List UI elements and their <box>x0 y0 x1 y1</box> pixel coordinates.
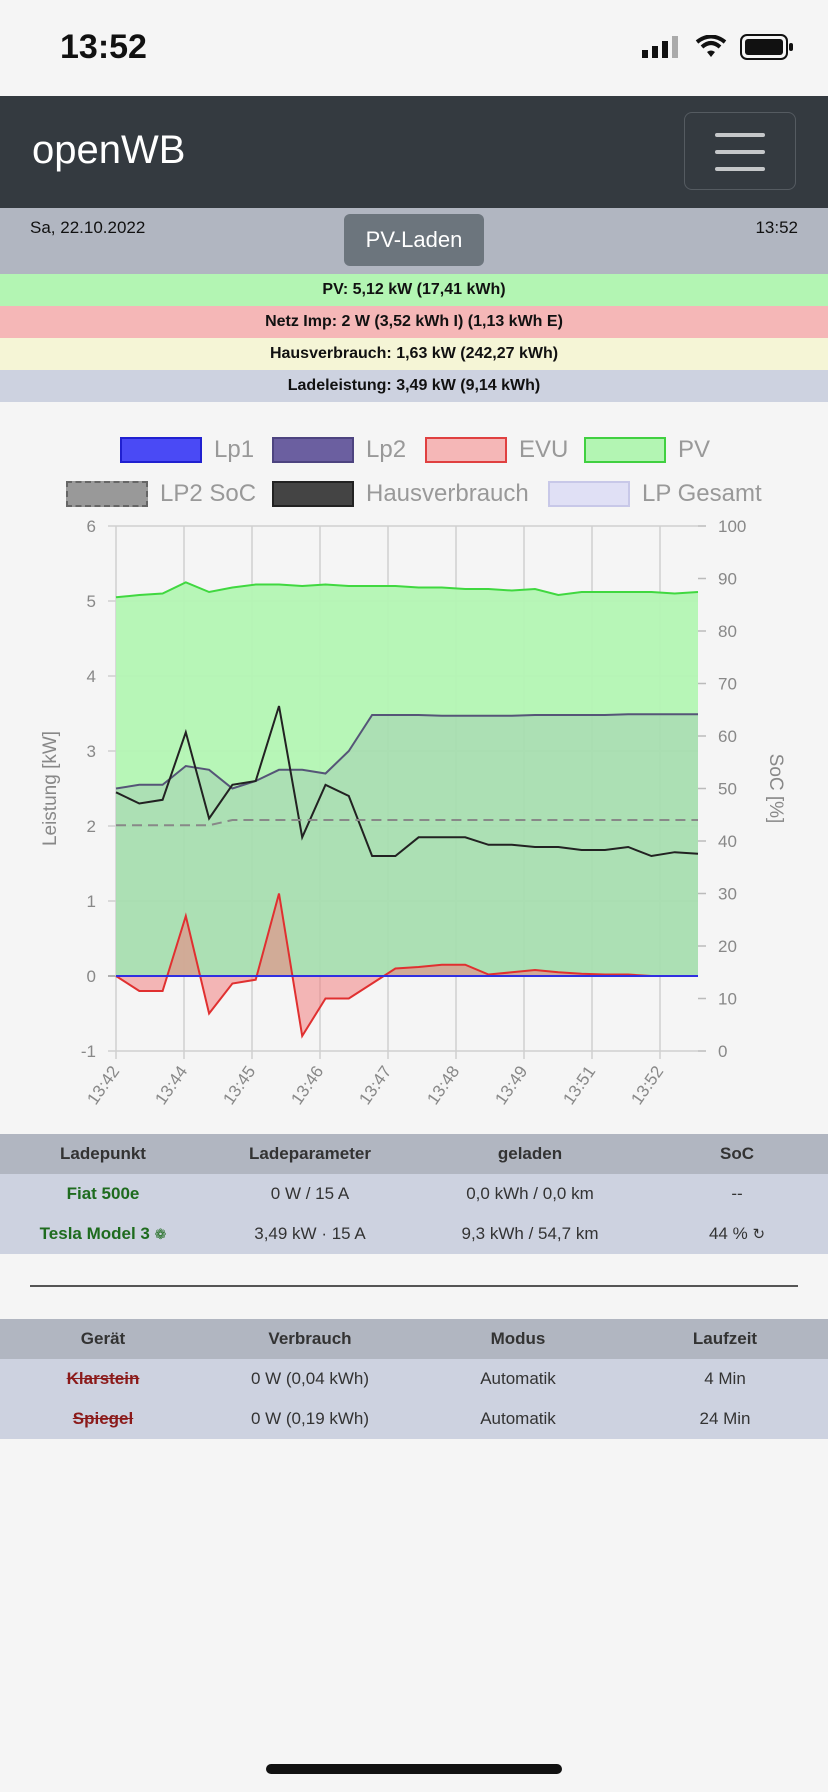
device-name[interactable]: Spiegel <box>0 1399 206 1439</box>
chart-legend: Lp1 Lp2 EVU PV LP2 SoC Hausverbrauch LP … <box>0 430 828 520</box>
signal-icon <box>642 36 678 58</box>
legend-hausverbrauch[interactable]: Hausverbrauch <box>272 480 529 508</box>
y-tick-label: 4 <box>87 667 96 686</box>
series-pv-line <box>115 581 699 599</box>
soc-value: -- <box>646 1174 828 1214</box>
device-mode[interactable]: Automatik <box>414 1399 622 1439</box>
grid-summary: Netz Imp: 2 W (3,52 kWh I) (1,13 kWh E) <box>0 306 828 338</box>
x-tick-label: 13:46 <box>287 1062 327 1108</box>
legend-lp-gesamt[interactable]: LP Gesamt <box>548 480 762 508</box>
brand-logo[interactable]: openWB <box>32 128 186 172</box>
y2-tick-label: 60 <box>718 727 737 746</box>
hamburger-icon <box>715 133 765 137</box>
y2-tick-label: 20 <box>718 937 737 956</box>
info-bar: Sa, 22.10.2022 PV-Laden 13:52 <box>0 208 828 274</box>
y2-tick-label: 10 <box>718 990 737 1009</box>
col-ladeparameter: Ladeparameter <box>206 1134 414 1174</box>
home-indicator <box>266 1764 562 1774</box>
x-tick-label: 13:47 <box>355 1062 395 1108</box>
y-tick-label: 6 <box>87 517 96 536</box>
col-soc: SoC <box>646 1134 828 1174</box>
device-runtime: 24 Min <box>622 1399 828 1439</box>
device-runtime: 4 Min <box>622 1359 828 1399</box>
device-consumption: 0 W (0,04 kWh) <box>206 1359 414 1399</box>
y-tick-label: 3 <box>87 742 96 761</box>
y2-tick-label: 80 <box>718 622 737 641</box>
clock-label: 13:52 <box>755 218 798 237</box>
chargepoint-table: Ladepunkt Ladeparameter geladen SoC Fiat… <box>0 1134 828 1254</box>
y2-tick-label: 70 <box>718 675 737 694</box>
x-tick-label: 13:45 <box>219 1062 259 1108</box>
y2-tick-label: 90 <box>718 570 737 589</box>
divider <box>30 1285 798 1287</box>
y2-tick-label: 30 <box>718 885 737 904</box>
y-tick-label: -1 <box>81 1042 96 1061</box>
x-tick-label: 13:42 <box>83 1062 123 1108</box>
x-tick-label: 13:52 <box>627 1062 667 1108</box>
chargepoint-name[interactable]: Fiat 500e <box>0 1174 206 1214</box>
refresh-icon[interactable]: ↻ <box>752 1226 766 1243</box>
y-tick-label: 5 <box>87 592 96 611</box>
menu-toggle-button[interactable] <box>684 112 796 190</box>
col-ladepunkt: Ladepunkt <box>0 1134 206 1174</box>
table-row: Klarstein 0 W (0,04 kWh) Automatik 4 Min <box>0 1359 828 1399</box>
charged-amount: 0,0 kWh / 0,0 km <box>414 1174 646 1214</box>
status-time: 13:52 <box>60 28 147 66</box>
col-modus: Modus <box>414 1319 622 1359</box>
plug-icon: ❁ <box>154 1226 167 1242</box>
y2-axis-title: SoC [%] <box>765 754 786 824</box>
wifi-icon <box>695 35 727 57</box>
table-row: Tesla Model 3 ❁ 3,49 kW · 15 A 9,3 kWh /… <box>0 1214 828 1254</box>
table-row: Spiegel 0 W (0,19 kWh) Automatik 24 Min <box>0 1399 828 1439</box>
y-tick-label: 1 <box>87 892 96 911</box>
table-row: Fiat 500e 0 W / 15 A 0,0 kWh / 0,0 km -- <box>0 1174 828 1214</box>
charge-params: 3,49 kW · 15 A <box>206 1214 414 1254</box>
series-lp2-area <box>116 714 698 976</box>
y-tick-label: 2 <box>87 817 96 836</box>
y2-tick-label: 40 <box>718 832 737 851</box>
status-icons <box>642 34 794 60</box>
device-table: Gerät Verbrauch Modus Laufzeit Klarstein… <box>0 1319 828 1439</box>
col-geladen: geladen <box>414 1134 646 1174</box>
y2-tick-label: 100 <box>718 517 746 536</box>
x-tick-label: 13:49 <box>491 1062 531 1108</box>
chargepoint-name[interactable]: Tesla Model 3 ❁ <box>0 1214 206 1254</box>
series-lp2-soc-line <box>116 819 698 827</box>
charge-mode-button[interactable]: PV-Laden <box>344 214 484 266</box>
series-lp2-line <box>115 713 698 790</box>
series-pv-area <box>116 582 698 976</box>
navbar: openWB <box>0 96 828 208</box>
series-evu-line <box>115 893 698 1039</box>
date-label: Sa, 22.10.2022 <box>30 218 146 237</box>
status-bar: 13:52 <box>0 0 828 96</box>
battery-icon <box>740 34 793 60</box>
charged-amount: 9,3 kWh / 54,7 km <box>414 1214 646 1254</box>
y-tick-label: 0 <box>87 967 96 986</box>
charge-params: 0 W / 15 A <box>206 1174 414 1214</box>
x-tick-label: 13:44 <box>151 1062 191 1108</box>
pv-summary: PV: 5,12 kW (17,41 kWh) <box>0 274 828 306</box>
col-verbrauch: Verbrauch <box>206 1319 414 1359</box>
device-mode[interactable]: Automatik <box>414 1359 622 1399</box>
legend-pv[interactable]: PV <box>584 436 710 464</box>
device-consumption: 0 W (0,19 kWh) <box>206 1399 414 1439</box>
y-axis-title: Leistung [kW] <box>40 731 61 846</box>
legend-lp1[interactable]: Lp1 <box>120 436 254 464</box>
legend-evu[interactable]: EVU <box>425 436 568 464</box>
soc-value: 44 % ↻ <box>646 1214 828 1254</box>
house-summary: Hausverbrauch: 1,63 kW (242,27 kWh) <box>0 338 828 370</box>
y2-tick-label: 50 <box>718 780 737 799</box>
device-name[interactable]: Klarstein <box>0 1359 206 1399</box>
legend-lp2[interactable]: Lp2 <box>272 436 406 464</box>
series-hausverbrauch-line <box>115 705 699 858</box>
col-laufzeit: Laufzeit <box>622 1319 828 1359</box>
charging-summary: Ladeleistung: 3,49 kW (9,14 kWh) <box>0 370 828 402</box>
legend-lp2-soc[interactable]: LP2 SoC <box>66 480 256 508</box>
y2-tick-label: 0 <box>718 1042 727 1061</box>
col-geraet: Gerät <box>0 1319 206 1359</box>
x-tick-label: 13:48 <box>423 1062 463 1108</box>
x-tick-label: 13:51 <box>559 1062 599 1108</box>
